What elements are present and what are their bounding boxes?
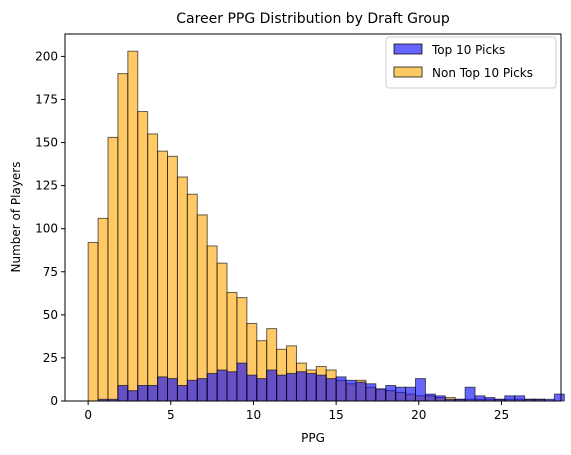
top10-bar bbox=[176, 384, 188, 402]
y-tick-label: 150 bbox=[35, 136, 58, 150]
top10-bar bbox=[484, 397, 496, 402]
non-top10-bar bbox=[196, 214, 208, 402]
x-axis-ticks: 0 5 10 15 20 25 bbox=[84, 401, 509, 422]
y-tick-label: 100 bbox=[35, 222, 58, 236]
legend-label-top10: Top 10 Picks bbox=[431, 43, 505, 57]
top10-bar bbox=[256, 378, 268, 402]
x-tick-label: 0 bbox=[84, 408, 92, 422]
non-top10-bar bbox=[107, 136, 119, 402]
top10-bar bbox=[206, 372, 218, 402]
non-top10-bar bbox=[167, 155, 178, 402]
y-axis-ticks: 0 25 50 75 100 125 150 175 200 bbox=[35, 49, 65, 408]
non-top10-bar bbox=[176, 176, 188, 402]
top10-bar bbox=[226, 371, 238, 402]
top10-bar bbox=[196, 378, 208, 402]
top10-bar bbox=[157, 376, 169, 402]
top10-bar bbox=[345, 379, 357, 402]
x-tick-label: 20 bbox=[411, 408, 426, 422]
non-top10-bar bbox=[97, 217, 109, 402]
y-tick-label: 175 bbox=[35, 92, 58, 106]
chart-title: Career PPG Distribution by Draft Group bbox=[176, 11, 450, 27]
legend: Top 10 Picks Non Top 10 Picks bbox=[385, 36, 557, 89]
top10-bar bbox=[216, 369, 228, 402]
top10-bar bbox=[117, 384, 129, 402]
legend-swatch-top10 bbox=[393, 43, 423, 55]
non-top10-bar bbox=[186, 193, 198, 402]
legend-label-non-top10: Non Top 10 Picks bbox=[432, 66, 533, 80]
top10-bar bbox=[246, 374, 258, 402]
y-tick-label: 125 bbox=[35, 179, 58, 193]
top10-bar bbox=[276, 374, 288, 402]
top10-bar bbox=[395, 386, 407, 402]
top10-bar bbox=[325, 378, 337, 402]
top10-bar bbox=[464, 386, 476, 402]
x-tick-label: 25 bbox=[494, 408, 509, 422]
y-tick-label: 0 bbox=[50, 394, 58, 408]
top10-bar bbox=[375, 388, 387, 402]
y-tick-label: 25 bbox=[43, 351, 58, 365]
top10-bar bbox=[424, 393, 436, 402]
x-axis-label: PPG bbox=[301, 431, 325, 445]
non-top10-bars bbox=[87, 50, 545, 402]
x-tick-label: 15 bbox=[329, 408, 344, 422]
non-top10-bar bbox=[157, 150, 169, 402]
top10-bar bbox=[236, 362, 248, 402]
non-top10-bar bbox=[117, 73, 129, 402]
top10-bar bbox=[405, 386, 417, 402]
y-axis-label: Number of Players bbox=[9, 162, 23, 273]
top10-bar bbox=[504, 395, 516, 402]
top10-bar bbox=[305, 372, 317, 402]
non-top10-bar bbox=[147, 133, 159, 402]
legend-frame bbox=[385, 36, 557, 89]
top10-bar bbox=[295, 371, 307, 402]
top10-bar bbox=[186, 379, 198, 402]
top10-bar bbox=[434, 395, 446, 402]
top10-bar bbox=[286, 372, 297, 402]
top10-bar bbox=[415, 378, 426, 402]
non-top10-bar bbox=[87, 241, 99, 402]
x-tick-label: 10 bbox=[246, 408, 261, 422]
top10-bar bbox=[385, 384, 397, 402]
top10-bar bbox=[266, 369, 278, 402]
top10-bar bbox=[514, 395, 526, 402]
x-tick-label: 5 bbox=[167, 408, 175, 422]
top10-bar bbox=[137, 384, 149, 402]
top10-bar bbox=[553, 393, 565, 402]
plot-area-frame bbox=[64, 33, 562, 402]
legend-swatch-non-top10 bbox=[393, 66, 423, 78]
non-top10-bar bbox=[127, 50, 139, 402]
top10-bar bbox=[474, 395, 486, 402]
top10-bar bbox=[147, 384, 159, 402]
non-top10-bar bbox=[137, 111, 149, 402]
top10-bar bbox=[315, 374, 327, 402]
y-tick-label: 50 bbox=[43, 308, 58, 322]
top10-bar bbox=[167, 378, 178, 402]
y-tick-label: 200 bbox=[35, 49, 58, 63]
y-tick-label: 75 bbox=[43, 265, 58, 279]
top10-bar bbox=[335, 376, 347, 402]
top10-bar bbox=[365, 383, 377, 402]
top10-bar bbox=[127, 390, 139, 402]
top10-bar bbox=[355, 381, 367, 402]
